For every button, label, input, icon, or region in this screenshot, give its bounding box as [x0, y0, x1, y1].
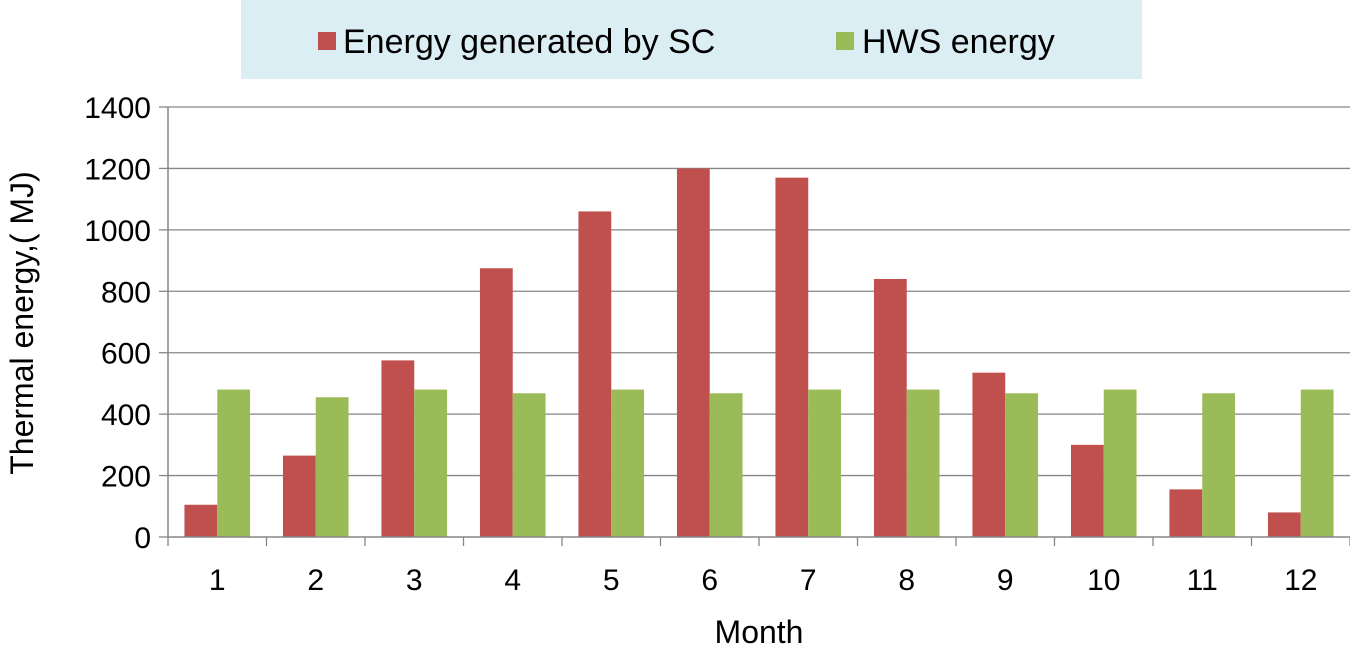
bar-hws-energy-month-6: [709, 393, 743, 537]
x-tick-label: 6: [701, 564, 718, 597]
bar-sc-energy-month-6: [676, 168, 710, 537]
bar-sc-energy-month-1: [184, 504, 218, 537]
bar-sc-energy-month-3: [381, 360, 415, 537]
x-axis-ticks: 1 2 3 4 5 6 7 8 9 10 11 12: [167, 537, 1350, 597]
bar-hws-energy-month-9: [1005, 393, 1039, 537]
y-tick-label: 800: [101, 276, 151, 309]
legend-label-series-2: HWS energy: [862, 23, 1055, 61]
y-tick-label: 0: [134, 522, 151, 555]
x-tick-label: 11: [1187, 564, 1218, 597]
bar-sc-energy-month-10: [1070, 444, 1104, 537]
x-tick-label: 1: [209, 564, 226, 597]
x-axis-title: Month: [715, 614, 804, 646]
x-tick-label: 3: [406, 564, 423, 597]
bar-hws-energy-month-10: [1103, 389, 1137, 537]
bar-sc-energy-month-7: [775, 177, 809, 537]
bar-hws-energy-month-8: [906, 389, 940, 537]
bar-sc-energy-month-5: [578, 211, 612, 537]
y-axis-ticks: 0 200 400 600 800 1000 1200 1400: [84, 92, 168, 555]
bar-hws-energy-month-5: [611, 389, 645, 537]
legend-swatch-series-1: [318, 32, 336, 50]
y-tick-label: 1000: [84, 215, 151, 248]
bar-hws-energy-month-12: [1300, 389, 1334, 537]
bar-hws-energy-month-11: [1202, 393, 1236, 537]
bars: [184, 168, 1334, 537]
bar-sc-energy-month-2: [282, 455, 316, 537]
bar-hws-energy-month-4: [512, 393, 546, 537]
x-tick-label: 7: [800, 564, 817, 597]
x-tick-label: 5: [603, 564, 620, 597]
bar-hws-energy-month-7: [808, 389, 842, 537]
y-tick-label: 600: [101, 338, 151, 371]
legend-label-series-1: Energy generated by SC: [343, 23, 715, 61]
x-tick-label: 12: [1284, 564, 1317, 597]
x-tick-label: 8: [898, 564, 915, 597]
bar-sc-energy-month-8: [873, 279, 907, 537]
y-tick-label: 200: [101, 461, 151, 494]
bar-sc-energy-month-12: [1267, 512, 1301, 537]
y-tick-label: 400: [101, 399, 151, 432]
bar-sc-energy-month-11: [1169, 489, 1203, 537]
bar-hws-energy-month-1: [217, 389, 251, 537]
y-axis-title: Thermal energy,( MJ): [4, 171, 40, 474]
bar-hws-energy-month-3: [414, 389, 448, 537]
x-tick-label: 2: [307, 564, 324, 597]
x-tick-label: 10: [1087, 564, 1120, 597]
bar-sc-energy-month-9: [972, 372, 1006, 537]
bar-sc-energy-month-4: [479, 268, 513, 537]
bar-hws-energy-month-2: [315, 397, 349, 537]
gridlines: [168, 106, 1350, 477]
legend-swatch-series-2: [836, 32, 854, 50]
y-tick-label: 1400: [84, 92, 151, 125]
legend-background: [241, 0, 1142, 79]
x-tick-label: 4: [504, 564, 521, 597]
y-tick-label: 1200: [84, 153, 151, 186]
x-tick-label: 9: [997, 564, 1014, 597]
legend: Energy generated by SC HWS energy: [241, 0, 1142, 79]
